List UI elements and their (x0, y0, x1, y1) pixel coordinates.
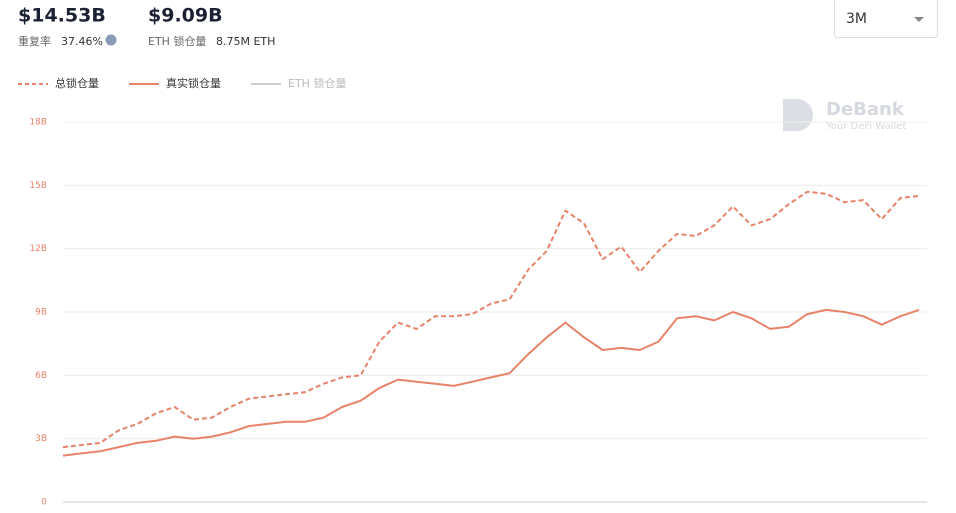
y-tick-label: 9B (35, 308, 47, 318)
y-tick-label: 18B (29, 118, 47, 128)
dropdown-caret (914, 17, 924, 22)
y-tick-label: 0 (41, 498, 47, 508)
legend-label: 总锁仓量 (55, 76, 99, 90)
real-value: $9.09B (148, 5, 223, 27)
series-line (62, 190, 920, 449)
y-tick-label: 3B (35, 434, 47, 444)
watermark-logo (783, 99, 813, 131)
y-tick-label: 6B (35, 371, 47, 381)
total-value: $14.53B (18, 5, 106, 27)
eth-value: 8.75M ETH (216, 35, 275, 48)
overlap-value: 37.46% (61, 35, 103, 48)
watermark: DeBank Your DeFi Wallet (783, 99, 906, 132)
help-icon[interactable] (105, 34, 117, 46)
y-tick-label: 15B (29, 181, 47, 191)
watermark-tagline: Your DeFi Wallet (825, 121, 906, 132)
range-dropdown[interactable] (834, 0, 938, 38)
watermark-brand: DeBank (826, 99, 905, 120)
range-value: 3M (846, 11, 867, 27)
series-line (62, 308, 920, 457)
overlap-label: 重复率 (18, 34, 51, 48)
eth-label: ETH 锁仓量 (148, 34, 206, 48)
y-tick-label: 12B (29, 244, 47, 254)
legend-label: ETH 锁仓量 (288, 76, 346, 90)
legend-label: 真实锁仓量 (166, 76, 221, 90)
